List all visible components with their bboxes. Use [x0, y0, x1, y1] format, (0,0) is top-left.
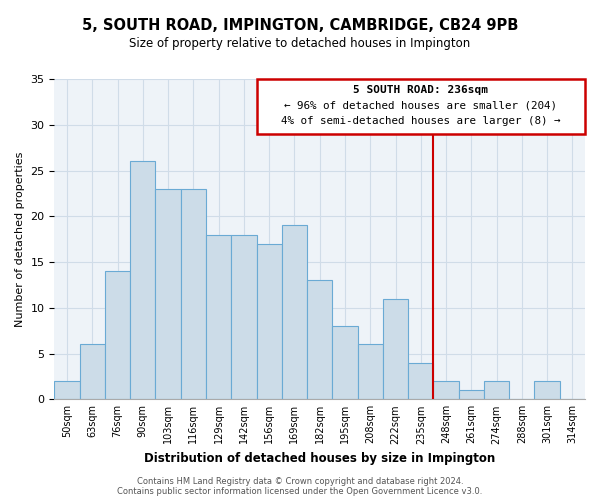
Bar — [155, 189, 181, 400]
Bar — [484, 381, 509, 400]
Bar — [257, 79, 585, 134]
Text: Size of property relative to detached houses in Impington: Size of property relative to detached ho… — [130, 38, 470, 51]
Bar — [535, 381, 560, 400]
Bar — [433, 381, 458, 400]
Bar — [105, 271, 130, 400]
Text: 4% of semi-detached houses are larger (8) →: 4% of semi-detached houses are larger (8… — [281, 116, 560, 126]
Text: 5 SOUTH ROAD: 236sqm: 5 SOUTH ROAD: 236sqm — [353, 86, 488, 96]
Bar — [257, 244, 282, 400]
Bar — [282, 226, 307, 400]
Bar — [55, 381, 80, 400]
Text: 5, SOUTH ROAD, IMPINGTON, CAMBRIDGE, CB24 9PB: 5, SOUTH ROAD, IMPINGTON, CAMBRIDGE, CB2… — [82, 18, 518, 32]
Bar — [307, 280, 332, 400]
Bar — [408, 362, 433, 400]
Bar — [80, 344, 105, 400]
Bar — [458, 390, 484, 400]
Bar — [358, 344, 383, 400]
Text: Contains public sector information licensed under the Open Government Licence v3: Contains public sector information licen… — [118, 487, 482, 496]
Y-axis label: Number of detached properties: Number of detached properties — [15, 152, 25, 327]
Bar — [181, 189, 206, 400]
Bar — [383, 298, 408, 400]
X-axis label: Distribution of detached houses by size in Impington: Distribution of detached houses by size … — [144, 452, 496, 465]
Text: Contains HM Land Registry data © Crown copyright and database right 2024.: Contains HM Land Registry data © Crown c… — [137, 477, 463, 486]
Text: ← 96% of detached houses are smaller (204): ← 96% of detached houses are smaller (20… — [284, 100, 557, 110]
Bar — [231, 234, 257, 400]
Bar — [206, 234, 231, 400]
Bar — [130, 162, 155, 400]
Bar — [332, 326, 358, 400]
